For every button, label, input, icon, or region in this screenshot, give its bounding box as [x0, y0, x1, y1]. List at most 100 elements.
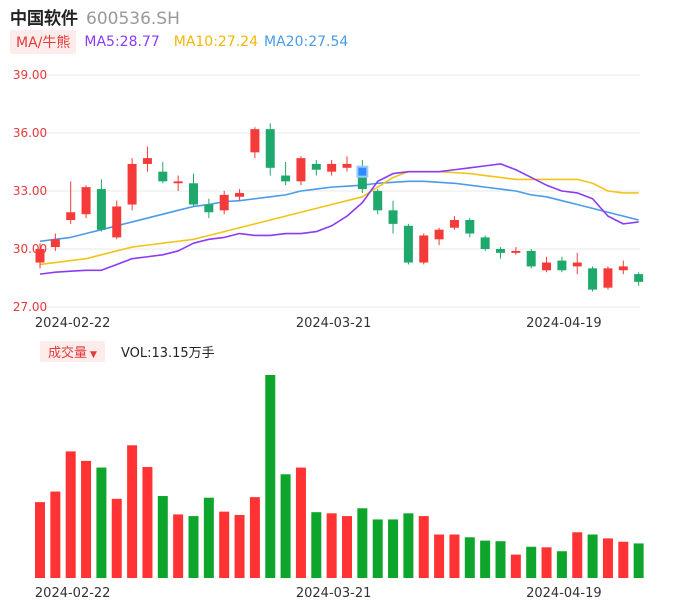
volume-bar[interactable]: [418, 516, 429, 578]
candle-body[interactable]: [634, 274, 644, 282]
candle-body[interactable]: [250, 129, 260, 153]
volume-value: VOL:13.15万手: [120, 345, 215, 361]
volume-bar[interactable]: [434, 534, 445, 579]
x-tick-label: 2024-03-21: [296, 586, 372, 601]
candle-body[interactable]: [96, 189, 106, 230]
volume-bar[interactable]: [265, 375, 276, 578]
candle-body[interactable]: [434, 229, 444, 240]
volume-bar[interactable]: [127, 445, 138, 578]
candle-body[interactable]: [542, 262, 552, 271]
candle-body[interactable]: [296, 158, 306, 182]
volume-bar[interactable]: [480, 540, 491, 578]
stock-header: 中国软件 600536.SH: [10, 4, 180, 29]
candle-body[interactable]: [50, 239, 60, 248]
candle-body[interactable]: [219, 194, 229, 211]
ma-indicator-selector[interactable]: MA/牛熊: [10, 30, 77, 54]
x-tick-label: 2024-02-22: [35, 586, 111, 601]
candle-body[interactable]: [557, 260, 567, 271]
volume-bar[interactable]: [96, 467, 107, 578]
volume-bar[interactable]: [633, 543, 644, 578]
volume-bar[interactable]: [65, 451, 76, 578]
volume-bar[interactable]: [357, 508, 368, 578]
volume-bar[interactable]: [342, 516, 352, 578]
volume-bar[interactable]: [388, 519, 399, 578]
candle-body[interactable]: [311, 163, 321, 170]
volume-bar[interactable]: [572, 532, 583, 578]
candle-body[interactable]: [189, 183, 198, 205]
highlight-marker-icon[interactable]: [356, 165, 369, 178]
volume-bar[interactable]: [602, 538, 613, 578]
caret-down-icon: ▼: [90, 349, 97, 360]
ma5-value: MA5:28.77: [84, 34, 160, 50]
candle-body[interactable]: [511, 250, 521, 253]
candle-body[interactable]: [281, 175, 291, 182]
x-tick-label: 2024-04-19: [526, 316, 602, 331]
candle-body[interactable]: [572, 262, 582, 267]
volume-bar[interactable]: [219, 511, 230, 578]
volume-bar[interactable]: [449, 534, 460, 579]
volume-bar[interactable]: [280, 474, 291, 578]
volume-indicator-selector[interactable]: 成交量 ▼: [40, 340, 105, 362]
candle-body[interactable]: [342, 163, 352, 168]
y-tick-label: 33.00: [13, 184, 47, 198]
volume-bar[interactable]: [556, 551, 567, 578]
volume-bar[interactable]: [587, 534, 598, 579]
candle-body[interactable]: [419, 235, 429, 263]
volume-bar[interactable]: [234, 514, 245, 578]
volume-bar[interactable]: [295, 467, 306, 578]
y-tick-label: 36.00: [13, 126, 47, 140]
candle-body[interactable]: [357, 171, 367, 190]
volume-bar[interactable]: [188, 516, 199, 578]
volume-bar[interactable]: [50, 491, 61, 578]
candle-body[interactable]: [112, 206, 122, 238]
candle-body[interactable]: [173, 181, 183, 184]
candle-body[interactable]: [588, 268, 598, 290]
ma20-line: [39, 180, 639, 243]
volume-bar[interactable]: [464, 537, 475, 578]
candle-body[interactable]: [403, 225, 413, 263]
y-tick-label: 27.00: [13, 300, 47, 314]
candle-body[interactable]: [465, 220, 475, 234]
ma10-line: [39, 170, 639, 266]
volume-bar[interactable]: [526, 546, 537, 578]
volume-indicator-label: 成交量: [48, 345, 88, 361]
candle-body[interactable]: [373, 191, 383, 211]
candle-body[interactable]: [618, 266, 628, 271]
volume-bar[interactable]: [403, 513, 414, 578]
candle-body[interactable]: [35, 249, 45, 263]
volume-bar[interactable]: [157, 496, 168, 578]
volume-bar[interactable]: [249, 497, 260, 578]
volume-bar[interactable]: [326, 513, 337, 578]
volume-bar[interactable]: [541, 547, 552, 578]
candle-body[interactable]: [142, 158, 152, 164]
candle-body[interactable]: [127, 163, 137, 205]
candle-body[interactable]: [526, 250, 536, 267]
candle-body[interactable]: [603, 268, 613, 288]
candle-body[interactable]: [81, 187, 91, 215]
candle-body[interactable]: [449, 220, 459, 228]
stock-code: 600536.SH: [86, 9, 180, 29]
candle-body[interactable]: [235, 192, 245, 197]
volume-bar[interactable]: [111, 498, 122, 578]
volume-bar[interactable]: [618, 541, 629, 578]
ma10-value: MA10:27.24: [173, 34, 259, 50]
volume-bar[interactable]: [510, 554, 521, 578]
volume-bar[interactable]: [142, 467, 153, 578]
volume-bar[interactable]: [35, 502, 45, 578]
candle-body[interactable]: [204, 204, 214, 213]
candle-body[interactable]: [158, 171, 168, 182]
candle-body[interactable]: [66, 212, 76, 220]
x-tick-label: 2024-03-21: [296, 316, 372, 331]
candle-body[interactable]: [496, 249, 505, 253]
volume-bar[interactable]: [173, 514, 184, 578]
volume-bar[interactable]: [495, 541, 506, 578]
volume-bar[interactable]: [372, 519, 383, 578]
volume-bar[interactable]: [81, 460, 92, 578]
volume-bar[interactable]: [311, 512, 322, 578]
candle-body[interactable]: [265, 129, 275, 168]
candle-body[interactable]: [327, 163, 337, 172]
candle-body[interactable]: [388, 210, 398, 224]
candle-body[interactable]: [480, 237, 490, 249]
volume-bar[interactable]: [203, 497, 214, 578]
